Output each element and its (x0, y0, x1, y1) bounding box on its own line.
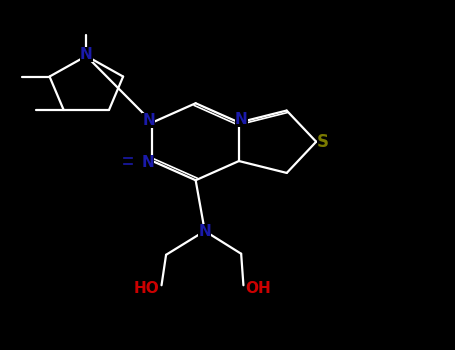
Text: S: S (317, 133, 329, 151)
Text: N: N (142, 113, 155, 128)
Text: N: N (80, 47, 93, 62)
Text: HO: HO (133, 281, 159, 296)
Text: N: N (235, 112, 248, 127)
Text: N: N (142, 155, 154, 170)
Text: N: N (198, 224, 211, 238)
Text: OH: OH (246, 281, 272, 296)
